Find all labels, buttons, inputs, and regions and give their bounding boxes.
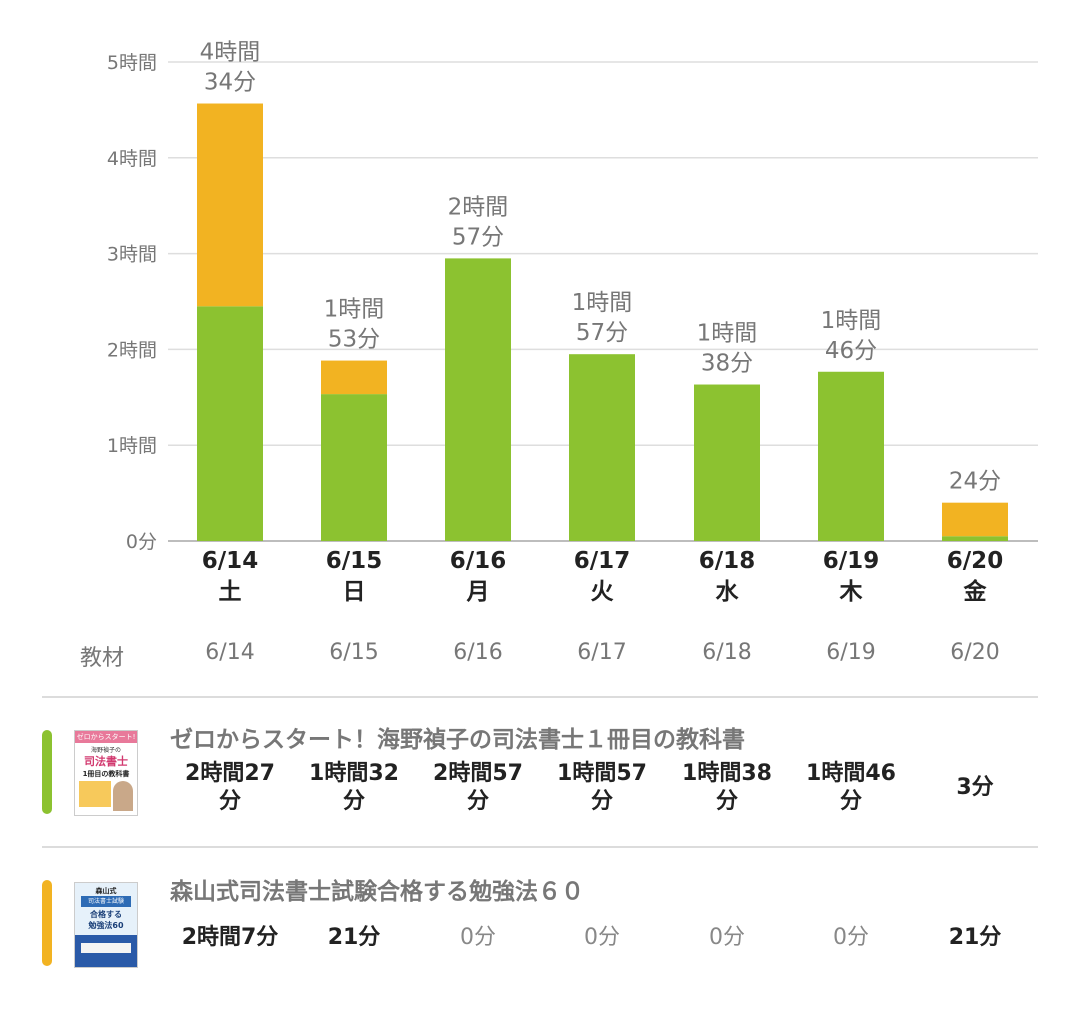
bar-total-label: 46分 [825, 338, 877, 364]
y-tick-label: 3時間 [107, 244, 157, 266]
bar-total-label: 1時間 [821, 308, 882, 334]
bar-total-label: 34分 [204, 70, 256, 96]
book-row[interactable]: ゼロからスタート! 海野禎子の 司法書士 1冊目の教科書 ゼロからスタート！海野… [0, 698, 1080, 846]
y-tick-label: 5時間 [107, 52, 157, 74]
study-time-cell: 21分 [948, 925, 1002, 950]
cover-portrait [113, 781, 133, 811]
x-axis-weekday-label: 月 [466, 579, 490, 605]
book-cover-image: 森山式 司法書士試験 合格する 勉強法60 [74, 882, 138, 968]
bar-segment-series-0 [818, 371, 884, 541]
bar-segment-series-1 [321, 360, 387, 395]
study-time-cell: 0分 [833, 925, 869, 950]
study-time-cell: 1時間57 分 [557, 761, 647, 814]
book-title: ゼロからスタート！海野禎子の司法書士１冊目の教科書 [170, 727, 745, 753]
study-time-cell: 3分 [956, 775, 994, 800]
x-axis-date-label: 6/14 [202, 548, 258, 574]
cover-title-sub: 勉強法60 [88, 921, 124, 930]
x-axis-weekday-label: 水 [716, 579, 740, 605]
study-time-cell: 2時間27 分 [185, 761, 275, 814]
bar-segment-series-0 [694, 384, 760, 541]
x-axis-date-label: 6/20 [947, 548, 1003, 574]
study-time-cell: 2時間7分 [181, 925, 279, 950]
bar-total-label: 57分 [576, 320, 628, 346]
date-column-header: 6/17 [577, 640, 627, 665]
x-axis-labels: 6/14 土 6/15 日 6/16 月 6/17 火 6/18 水 6/19 木 6/20 金 [202, 548, 1003, 605]
y-tick-label: 0分 [126, 531, 157, 553]
study-time-cell: 1時間32 分 [309, 761, 399, 814]
cover-title-main: 合格する [90, 910, 122, 919]
bar-total-label: 24分 [949, 469, 1001, 495]
cover-banner: ゼロからスタート! [75, 731, 137, 743]
bar-segment-series-0 [197, 306, 263, 541]
date-column-header: 6/18 [702, 640, 752, 665]
study-time-cell: 1時間38 分 [682, 761, 772, 814]
cover-title-sub: 1冊目の教科書 [82, 770, 130, 778]
study-time-cell: 21分 [327, 925, 381, 950]
date-column-header: 6/19 [826, 640, 876, 665]
divider [42, 846, 1038, 848]
bar-total-label: 1時間 [697, 321, 758, 347]
material-column-header: 教材 [80, 646, 125, 671]
book-color-stripe [42, 880, 52, 966]
bar-total-label: 2時間 [448, 194, 509, 220]
study-time-cell: 0分 [709, 925, 745, 950]
y-axis-tick-labels: 0分 1時間 2時間 3時間 4時間 5時間 [107, 52, 157, 553]
cover-decoration [79, 781, 111, 807]
date-column-header: 6/14 [205, 640, 255, 665]
x-axis-date-label: 6/19 [823, 548, 879, 574]
y-tick-label: 4時間 [107, 148, 157, 170]
chart-gridlines [168, 61, 1038, 542]
chart-bars [197, 103, 1008, 541]
divider [42, 696, 1038, 698]
book-title: 森山式司法書士試験合格する勉強法６０ [170, 879, 584, 905]
bar-total-label: 53分 [328, 327, 380, 353]
cover-band [81, 943, 131, 953]
study-time-cell: 2時間57 分 [433, 761, 523, 814]
bar-total-labels: 4時間 34分 1時間 53分 2時間 57分 1時間 57分 1時間 38分 1時間 46分 24分 [200, 40, 1001, 495]
bar-segment-series-0 [321, 394, 387, 541]
bar-total-label: 4時間 [200, 40, 261, 66]
book-cover-image: ゼロからスタート! 海野禎子の 司法書士 1冊目の教科書 [74, 730, 138, 816]
x-axis-date-label: 6/17 [574, 548, 630, 574]
x-axis-date-label: 6/15 [326, 548, 382, 574]
y-tick-label: 2時間 [107, 339, 157, 361]
x-axis-weekday-label: 日 [343, 579, 366, 605]
bar-segment-series-0 [942, 536, 1008, 541]
bar-total-label: 38分 [701, 351, 753, 377]
cover-title-main: 司法書士 [84, 755, 128, 768]
x-axis-weekday-label: 火 [591, 579, 614, 605]
bar-total-label: 1時間 [572, 290, 633, 316]
date-column-header: 6/16 [453, 640, 503, 665]
cover-banner: 森山式 [95, 887, 117, 895]
x-axis-date-label: 6/18 [699, 548, 755, 574]
date-column-header: 6/15 [329, 640, 379, 665]
study-time-cell: 0分 [584, 925, 620, 950]
x-axis-weekday-label: 金 [963, 578, 988, 605]
bar-total-label: 57分 [452, 224, 504, 250]
x-axis-date-label: 6/16 [450, 548, 506, 574]
bar-segment-series-0 [445, 258, 511, 541]
daily-study-time-chart: 0分 1時間 2時間 3時間 4時間 5時間 4時間 34分 1時間 53分 2時間 57分 1時間 5… [107, 40, 1038, 605]
study-time-cell: 0分 [460, 925, 496, 950]
book-row[interactable]: 森山式 司法書士試験 合格する 勉強法60 森山式司法書士試験合格する勉強法６０… [0, 848, 1080, 998]
x-axis-weekday-label: 木 [839, 579, 863, 605]
date-column-header: 6/20 [950, 640, 1000, 665]
book-color-stripe [42, 730, 52, 814]
table-header: 教材 6/14 6/15 6/16 6/17 6/18 6/19 6/20 [0, 640, 1080, 680]
bar-segment-series-1 [942, 502, 1008, 537]
x-axis-weekday-label: 土 [219, 579, 242, 605]
bar-segment-series-0 [569, 354, 635, 541]
bar-total-label: 1時間 [324, 297, 385, 323]
y-tick-label: 1時間 [107, 435, 157, 457]
cover-author: 海野禎子の [90, 747, 121, 754]
cover-series: 司法書士試験 [81, 896, 131, 907]
bar-segment-series-1 [197, 103, 263, 307]
study-time-cell: 1時間46 分 [806, 761, 896, 814]
